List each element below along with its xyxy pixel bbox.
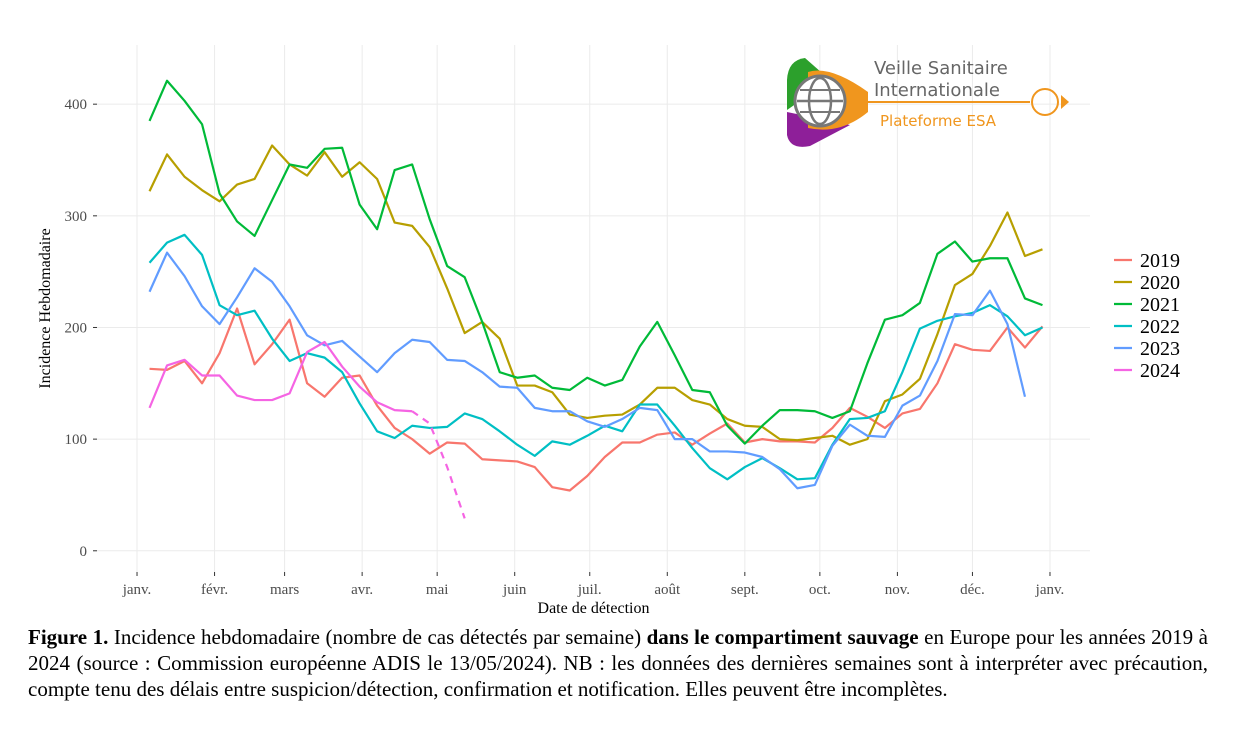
x-tick-label: mai: [426, 582, 449, 598]
legend-label: 2024: [1140, 360, 1180, 382]
x-tick-label: nov.: [885, 582, 910, 598]
legend-label: 2019: [1140, 250, 1180, 272]
caption: Figure 1. Incidence hebdomadaire (nombre…: [28, 624, 1208, 702]
series-line: [148, 144, 1043, 446]
logo-text: Internationale: [874, 80, 1000, 101]
y-tick-label: 200: [65, 320, 88, 336]
caption-bold: Figure 1.: [28, 625, 109, 649]
y-tick-label: 300: [65, 209, 88, 225]
x-tick-label: déc.: [960, 582, 985, 598]
caption-text: Incidence hebdomadaire (nombre de cas dé…: [108, 625, 647, 649]
caption-text: en Europe pour les années 2019 à 2024 (s…: [28, 625, 1208, 701]
legend-label: 2022: [1140, 316, 1180, 338]
legend-label: 2021: [1140, 294, 1180, 316]
series-line: [148, 79, 1043, 445]
logo-ring: [1031, 88, 1059, 116]
x-axis-label: Date de détection: [538, 600, 650, 617]
logo-arrow: [1061, 95, 1069, 109]
y-tick-label: 100: [65, 432, 88, 448]
y-tick-label: 400: [65, 97, 88, 113]
x-tick-label: févr.: [201, 582, 228, 598]
y-axis-label: Incidence Hebdomadaire: [37, 228, 54, 388]
x-tick-label: août: [654, 582, 681, 598]
x-tick-label: juil.: [577, 582, 602, 598]
x-tick-label: oct.: [809, 582, 831, 598]
caption-bold: dans le compartiment sauvage: [646, 625, 919, 649]
x-tick-label: janv.: [122, 582, 152, 598]
logo: Veille Sanitaire Internationale Platefor…: [787, 58, 1069, 147]
x-tick-label: avr.: [351, 582, 373, 598]
logo-text: Plateforme ESA: [880, 112, 997, 130]
x-tick-label: janv.: [1035, 582, 1065, 598]
legend-label: 2020: [1140, 272, 1180, 294]
plot-area: [97, 45, 1090, 572]
x-tick-label: mars: [270, 582, 299, 598]
series-line: [148, 340, 413, 413]
logo-text: Veille Sanitaire: [874, 58, 1008, 79]
series-line: [148, 233, 1043, 481]
chart: 0 100 200 300 400 janv. févr. mars avr. mai juin ju…: [37, 45, 1180, 617]
series-line-dashed: [411, 410, 466, 519]
series-line: [148, 251, 1027, 490]
x-tick-label: sept.: [731, 582, 759, 598]
x-tick-label: juin: [502, 582, 527, 598]
y-tick-label: 0: [80, 544, 88, 560]
legend-label: 2023: [1140, 338, 1180, 360]
